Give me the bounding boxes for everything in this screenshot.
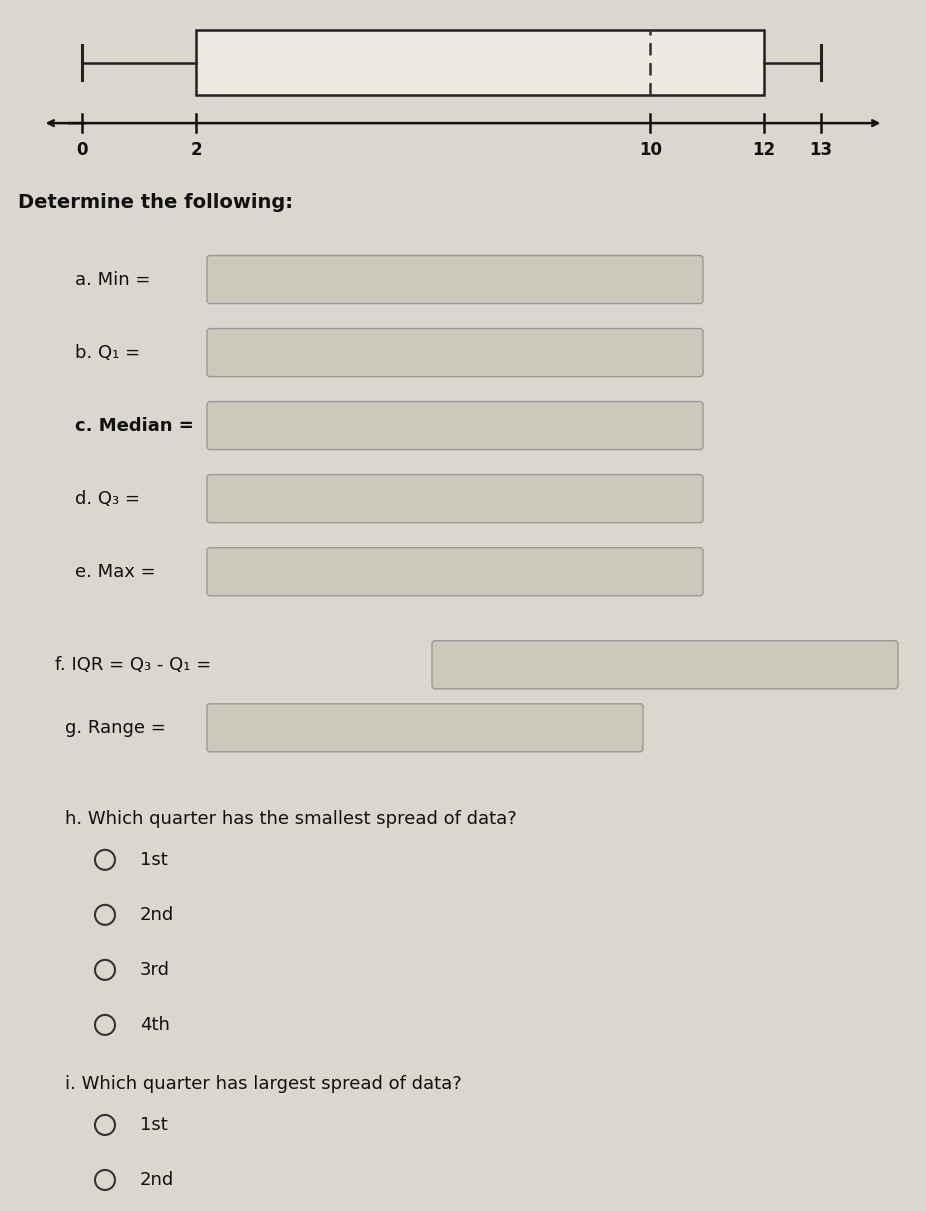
Text: 2nd: 2nd [140, 1171, 174, 1189]
Text: 2: 2 [190, 140, 202, 159]
Text: 4th: 4th [140, 1016, 169, 1034]
Text: d. Q₃ =: d. Q₃ = [75, 489, 140, 507]
FancyBboxPatch shape [207, 256, 703, 304]
Text: 10: 10 [639, 140, 662, 159]
Text: 3rd: 3rd [140, 960, 170, 978]
Text: b. Q₁ =: b. Q₁ = [75, 344, 140, 362]
Text: 2nd: 2nd [140, 906, 174, 924]
Text: 0: 0 [77, 140, 88, 159]
Text: i. Which quarter has largest spread of data?: i. Which quarter has largest spread of d… [65, 1075, 462, 1094]
Text: Determine the following:: Determine the following: [18, 194, 293, 212]
Text: 1st: 1st [140, 851, 168, 868]
FancyBboxPatch shape [207, 547, 703, 596]
Text: f. IQR = Q₃ - Q₁ =: f. IQR = Q₃ - Q₁ = [55, 655, 211, 673]
FancyBboxPatch shape [207, 704, 643, 752]
Text: 13: 13 [809, 140, 832, 159]
FancyBboxPatch shape [207, 328, 703, 377]
FancyBboxPatch shape [196, 30, 764, 96]
Text: h. Which quarter has the smallest spread of data?: h. Which quarter has the smallest spread… [65, 810, 517, 828]
Text: 12: 12 [753, 140, 776, 159]
FancyBboxPatch shape [207, 402, 703, 449]
FancyBboxPatch shape [432, 641, 898, 689]
Text: e. Max =: e. Max = [75, 563, 156, 581]
FancyBboxPatch shape [207, 475, 703, 523]
Text: g. Range =: g. Range = [65, 719, 166, 736]
Text: 1st: 1st [140, 1117, 168, 1133]
Text: c. Median =: c. Median = [75, 417, 194, 435]
Text: a. Min =: a. Min = [75, 270, 150, 288]
